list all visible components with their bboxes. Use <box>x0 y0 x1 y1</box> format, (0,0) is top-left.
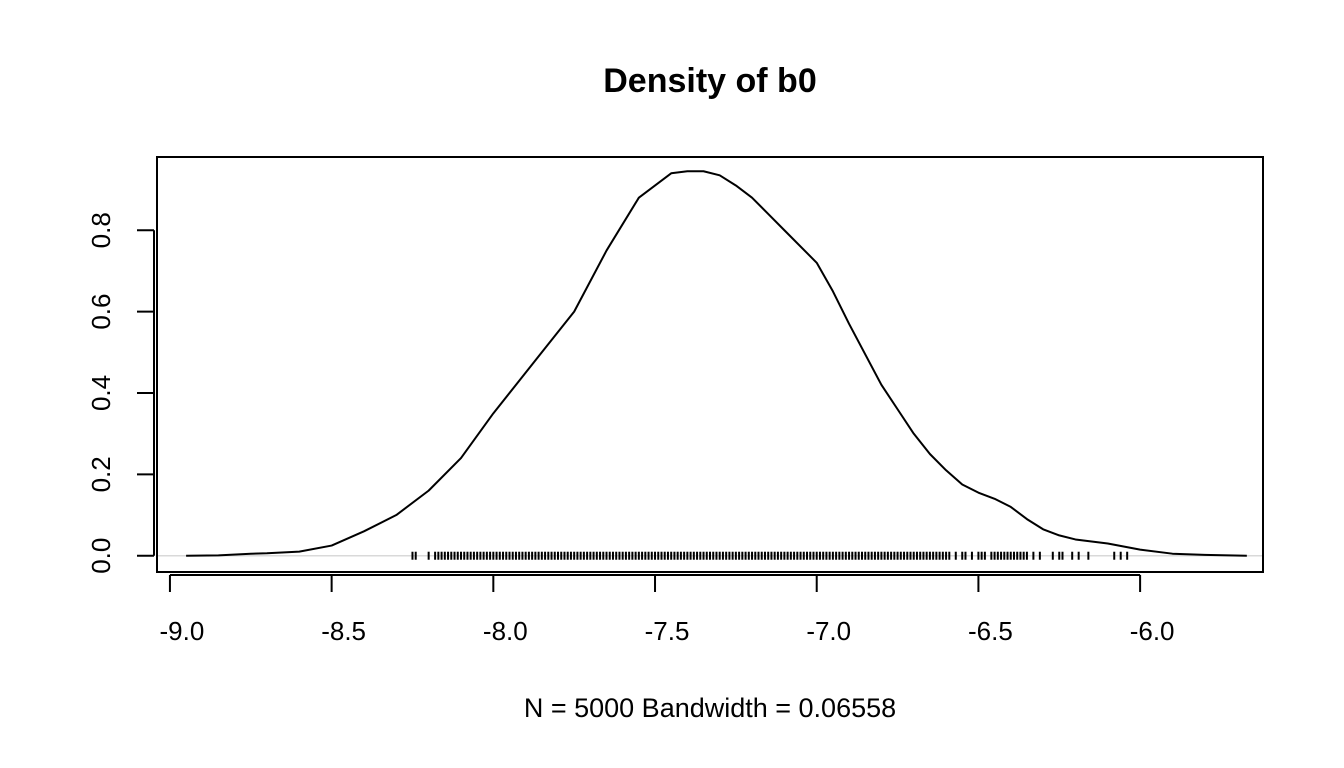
y-tick-label: 0.0 <box>86 538 116 574</box>
y-tick-label: 0.8 <box>86 212 116 248</box>
x-tick-label: -6.5 <box>968 616 1013 646</box>
x-tick-label: -9.0 <box>160 616 205 646</box>
plot-frame <box>156 156 1264 573</box>
x-axis-label: N = 5000 Bandwidth = 0.06558 <box>524 693 896 723</box>
y-axis: 0.0 0.2 0.4 0.6 0.8 <box>86 212 155 574</box>
x-tick-label: -8.0 <box>483 616 528 646</box>
y-tick-label: 0.6 <box>86 294 116 330</box>
density-curve-layer <box>186 170 1247 557</box>
x-tick-label: -8.5 <box>321 616 366 646</box>
x-tick-label: -6.0 <box>1130 616 1175 646</box>
x-tick-label: -7.0 <box>806 616 851 646</box>
x-tick-label: -7.5 <box>645 616 690 646</box>
rug-marks <box>411 551 1129 560</box>
y-tick-label: 0.4 <box>86 375 116 411</box>
chart-title: Density of b0 <box>603 62 816 100</box>
y-tick-label: 0.2 <box>86 456 116 492</box>
x-axis: -9.0 -8.5 -8.0 -7.5 -7.0 -6.5 -6.0 <box>160 574 1175 646</box>
density-curve <box>186 170 1247 557</box>
